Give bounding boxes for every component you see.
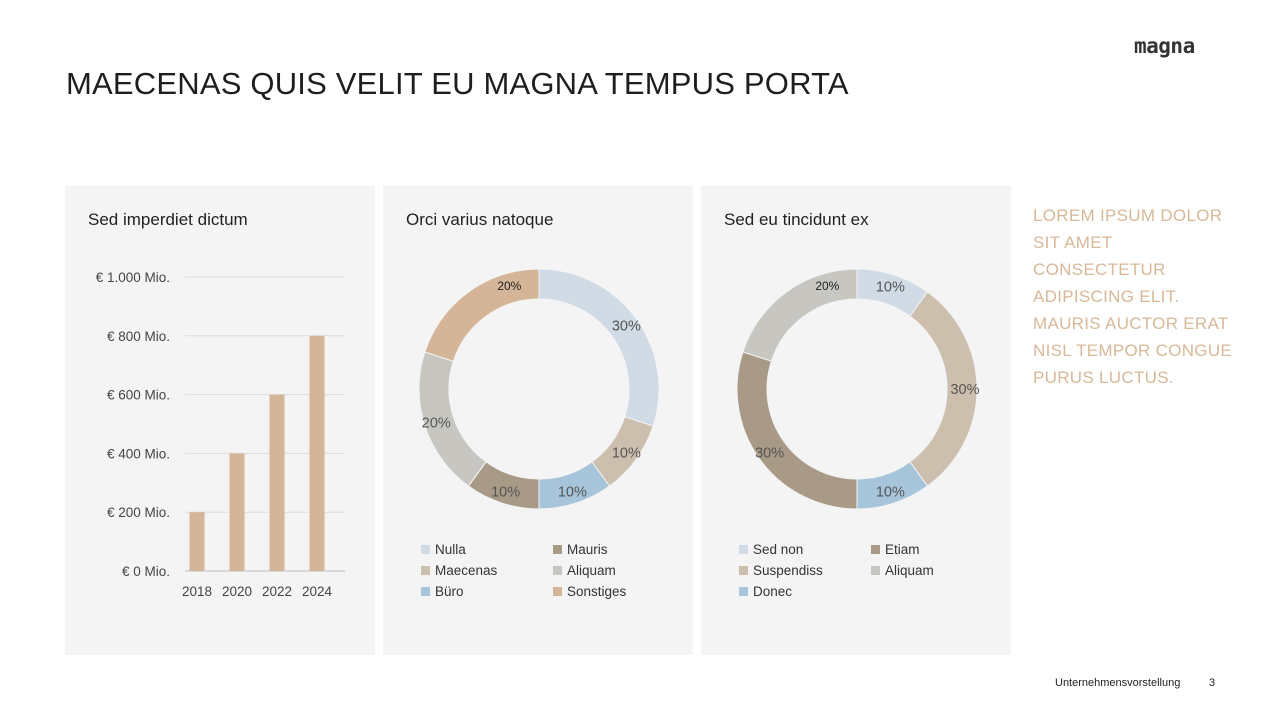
donut-slice (742, 268, 858, 362)
legend-item: Mauris (553, 540, 685, 558)
data-label: 20% (815, 279, 839, 293)
legend-item: Suspendiss (739, 561, 871, 579)
y-tick-label: € 1.000 Mio. (96, 270, 170, 285)
legend-label: Sonstiges (567, 583, 627, 599)
legend-swatch (739, 565, 748, 575)
legend-item: Nulla (421, 540, 553, 558)
y-tick-label: € 0 Mio. (122, 564, 170, 579)
legend-item: Büro (421, 582, 553, 600)
donut-chart-2-legend: Sed non Suspendiss Donec Etiam Aliquam (739, 540, 999, 600)
legend-swatch (553, 586, 562, 596)
legend-item: Donec (739, 582, 871, 600)
legend-label: Büro (435, 583, 464, 599)
donut-chart-2: 10% 30% 10% 30% 20% (736, 268, 980, 510)
legend-label: Etiam (885, 541, 920, 557)
y-tick-label: € 400 Mio. (107, 446, 170, 461)
data-label: 30% (950, 382, 979, 398)
bar-chart-title: Sed imperdiet dictum (88, 210, 248, 229)
data-label: 10% (876, 279, 905, 295)
legend-label: Suspendiss (753, 562, 823, 578)
side-text: LOREM IPSUM DOLOR SIT AMET CONSECTETUR A… (1033, 206, 1233, 387)
donut-chart-2-panel: Sed eu tincidunt ex 10% 30% 10% 30% 20% Sed … (701, 186, 1011, 655)
legend-item: Maecenas (421, 561, 553, 579)
legend-label: Aliquam (885, 562, 934, 578)
data-label: 10% (612, 445, 641, 461)
x-tick-label: 2018 (182, 584, 212, 599)
donut-slice (736, 351, 858, 510)
data-label: 30% (612, 319, 641, 335)
legend-swatch (739, 544, 748, 554)
legend-swatch (421, 586, 430, 596)
data-label: 10% (491, 485, 520, 501)
bar-chart-panel: Sed imperdiet dictum € 0 Mio. € 200 Mio. €… (65, 186, 375, 655)
donut-chart-1-panel: Orci varius natoque 30% 10% 10% 10% 20% 20% N… (383, 186, 693, 655)
bar (189, 512, 205, 571)
legend-swatch (553, 565, 562, 575)
legend-label: Maecenas (435, 562, 498, 578)
y-tick-label: € 200 Mio. (107, 505, 170, 520)
data-label: 30% (755, 445, 784, 461)
data-label: 20% (497, 279, 521, 293)
donut-chart-2-title: Sed eu tincidunt ex (724, 210, 869, 229)
data-label: 20% (422, 415, 451, 431)
legend-label: Mauris (567, 541, 608, 557)
donut-chart-1-title: Orci varius natoque (406, 210, 554, 229)
legend-label: Nulla (435, 541, 466, 557)
bar (309, 335, 325, 571)
legend-swatch (421, 544, 430, 554)
donut-slice (424, 268, 540, 362)
bar (269, 394, 285, 571)
page-title: MAECENAS QUIS VELIT EU MAGNA TEMPUS PORT… (66, 66, 849, 101)
legend-item: Sed non (739, 540, 871, 558)
x-tick-label: 2020 (222, 584, 252, 599)
legend-swatch (871, 544, 880, 554)
data-label: 10% (876, 485, 905, 501)
x-tick-label: 2024 (302, 584, 333, 599)
donut-chart-1-legend: Nulla Maecenas Büro Mauris Aliquam Sonstiges (421, 540, 681, 600)
legend-item: Etiam (871, 540, 1003, 558)
legend-swatch (739, 586, 748, 596)
legend-item: Aliquam (553, 561, 685, 579)
x-tick-label: 2022 (262, 584, 292, 599)
legend-swatch (553, 544, 562, 554)
legend-item: Sonstiges (553, 582, 685, 600)
data-label: 10% (558, 485, 587, 501)
y-tick-label: € 800 Mio. (107, 329, 170, 344)
y-tick-label: € 600 Mio. (107, 388, 170, 403)
page-number: 3 (1209, 677, 1216, 689)
donut-slice (538, 268, 660, 427)
legend-label: Aliquam (567, 562, 616, 578)
magna-logo: magna (1134, 34, 1195, 58)
legend-label: Sed non (753, 541, 804, 557)
footer-label: Unternehmensvorstellung (1055, 677, 1181, 689)
bar (229, 453, 245, 571)
bar-chart: € 0 Mio. € 200 Mio. € 400 Mio. € 600 Mio. € … (96, 270, 345, 599)
donut-chart-1: 30% 10% 10% 10% 20% 20% (418, 268, 660, 510)
legend-item: Aliquam (871, 561, 1003, 579)
legend-swatch (871, 565, 880, 575)
legend-swatch (421, 565, 430, 575)
legend-label: Donec (753, 583, 793, 599)
